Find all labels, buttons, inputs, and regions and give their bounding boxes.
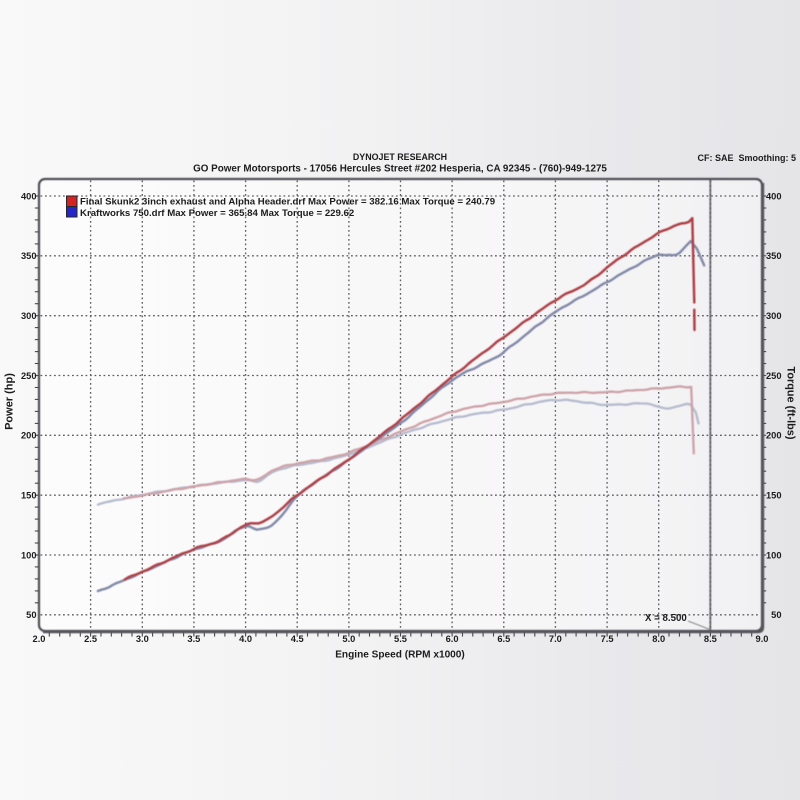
- svg-text:Engine Speed (RPM x1000): Engine Speed (RPM x1000): [335, 649, 465, 660]
- svg-text:350: 350: [766, 251, 782, 261]
- svg-text:5.5: 5.5: [394, 634, 407, 644]
- svg-text:4.5: 4.5: [291, 634, 304, 644]
- svg-text:50: 50: [771, 610, 781, 620]
- svg-text:400: 400: [21, 191, 37, 201]
- svg-text:6.0: 6.0: [446, 634, 459, 644]
- svg-text:250: 250: [766, 371, 782, 381]
- svg-text:Torque (ft-lbs): Torque (ft-lbs): [785, 367, 797, 440]
- svg-text:300: 300: [21, 311, 37, 321]
- svg-text:250: 250: [21, 371, 37, 381]
- svg-text:4.0: 4.0: [239, 634, 252, 644]
- svg-text:Final Skunk2 3inch exhaust and: Final Skunk2 3inch exhaust and Alpha Hea…: [80, 197, 495, 208]
- svg-text:400: 400: [766, 191, 782, 201]
- svg-text:150: 150: [766, 491, 782, 501]
- svg-text:X = 8.500: X = 8.500: [645, 613, 687, 624]
- svg-text:3.5: 3.5: [187, 634, 200, 644]
- svg-text:150: 150: [21, 491, 37, 501]
- svg-text:7.5: 7.5: [601, 634, 614, 644]
- svg-text:3.0: 3.0: [136, 634, 149, 644]
- svg-text:100: 100: [21, 550, 37, 560]
- svg-text:Kraftworks 750.drf Max Power =: Kraftworks 750.drf Max Power = 365.84 Ma…: [80, 208, 354, 219]
- svg-text:9.0: 9.0: [756, 634, 769, 644]
- svg-text:DYNOJET RESEARCH: DYNOJET RESEARCH: [353, 152, 447, 162]
- svg-text:200: 200: [766, 431, 782, 441]
- svg-text:2.5: 2.5: [84, 634, 97, 644]
- svg-text:7.0: 7.0: [549, 634, 562, 644]
- svg-text:50: 50: [26, 610, 36, 620]
- svg-text:350: 350: [21, 251, 37, 261]
- svg-text:8.0: 8.0: [652, 634, 665, 644]
- svg-text:5.0: 5.0: [342, 634, 355, 644]
- svg-text:100: 100: [766, 550, 782, 560]
- svg-text:6.5: 6.5: [497, 634, 510, 644]
- svg-text:Power (hp): Power (hp): [4, 373, 16, 430]
- svg-text:8.5: 8.5: [704, 634, 717, 644]
- svg-text:CF: SAE Smoothing: 5: CF: SAE Smoothing: 5: [698, 153, 797, 163]
- svg-text:2.0: 2.0: [33, 634, 46, 644]
- svg-text:GO Power Motorsports - 17056 H: GO Power Motorsports - 17056 Hercules St…: [193, 164, 607, 175]
- svg-text:300: 300: [766, 311, 782, 321]
- svg-text:200: 200: [21, 431, 37, 441]
